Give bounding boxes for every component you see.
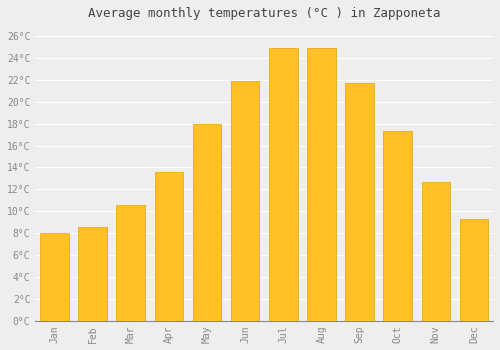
Bar xyxy=(345,83,374,321)
Bar xyxy=(422,182,450,321)
Title: Average monthly temperatures (°C ) in Zapponeta: Average monthly temperatures (°C ) in Za… xyxy=(88,7,441,20)
Bar xyxy=(269,48,298,321)
Bar xyxy=(460,219,488,321)
Bar xyxy=(154,172,183,321)
Bar xyxy=(231,81,260,321)
Bar xyxy=(307,48,336,321)
Bar xyxy=(384,131,412,321)
Bar xyxy=(192,124,222,321)
Bar xyxy=(78,226,107,321)
Bar xyxy=(40,233,68,321)
Bar xyxy=(116,205,145,321)
